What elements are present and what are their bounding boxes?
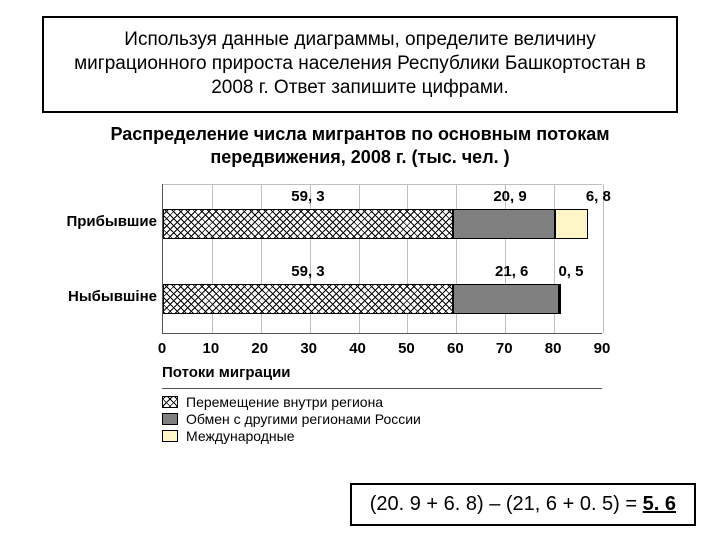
x-axis-ticks: 0102030405060708090 (162, 340, 602, 362)
segment-internal (163, 209, 453, 239)
legend-item-inter-region: Обмен с другими регионами России (162, 411, 602, 427)
answer-box: (20. 9 + 6. 8) – (21, 6 + 0. 5) = 5. 6 (350, 483, 696, 526)
plot-area: Прибывшие59, 320, 96, 8Hыбывшіне59, 321,… (162, 184, 602, 334)
category-label: Прибывшие (47, 213, 157, 230)
task-text: Используя данные диаграммы, определите в… (66, 28, 654, 99)
x-tick: 70 (496, 340, 513, 357)
bar (163, 284, 561, 314)
category-arrived: Прибывшие59, 320, 96, 8 (163, 184, 602, 259)
value-label-inter_region: 20, 9 (493, 188, 526, 205)
x-tick: 80 (545, 340, 562, 357)
chart-zone: Прибывшие 59, 3 20, 9 6, 8 Hыбывшіне 59, 3 21,… (42, 178, 692, 438)
x-tick: 50 (398, 340, 415, 357)
legend-item-international: Международные (162, 428, 602, 444)
cream-swatch-icon (162, 430, 178, 442)
x-axis-title: Потоки миграции (162, 364, 602, 381)
segment-international (555, 209, 588, 239)
legend-item-internal: Перемещение внутри региона (162, 394, 602, 410)
x-tick: 20 (251, 340, 268, 357)
legend-label-internal: Перемещение внутри региона (186, 394, 383, 410)
x-tick: 10 (203, 340, 220, 357)
segment-inter_region (453, 209, 555, 239)
task-box: Используя данные диаграммы, определите в… (42, 16, 678, 113)
x-tick: 60 (447, 340, 464, 357)
hatched-swatch-icon (162, 396, 178, 408)
value-label-internal: 59, 3 (291, 188, 324, 205)
category-label: Hыбывшіне (47, 288, 157, 305)
category-left: Hыбывшіне59, 321, 60, 5 (163, 259, 602, 334)
grey-swatch-icon (162, 413, 178, 425)
value-label-international: 0, 5 (558, 263, 583, 280)
legend-label-inter-region: Обмен с другими регионами России (186, 411, 421, 427)
value-label-inter_region: 21, 6 (495, 263, 528, 280)
answer-lhs: (20. 9 + 6. 8) – (21, 6 + 0. 5) = (370, 493, 643, 515)
x-tick: 40 (349, 340, 366, 357)
answer-result: 5. 6 (643, 493, 676, 515)
legend-label-international: Международные (186, 428, 295, 444)
value-label-internal: 59, 3 (291, 263, 324, 280)
x-tick: 30 (300, 340, 317, 357)
value-label-international: 6, 8 (586, 188, 611, 205)
segment-international (559, 284, 561, 314)
bar (163, 209, 588, 239)
segment-inter_region (453, 284, 559, 314)
chart-title: Распределение числа мигрантов по основны… (68, 123, 652, 168)
legend: Перемещение внутри региона Обмен с други… (162, 388, 602, 445)
gridline (603, 184, 604, 333)
segment-internal (163, 284, 453, 314)
x-tick: 90 (594, 340, 611, 357)
x-tick: 0 (158, 340, 166, 357)
